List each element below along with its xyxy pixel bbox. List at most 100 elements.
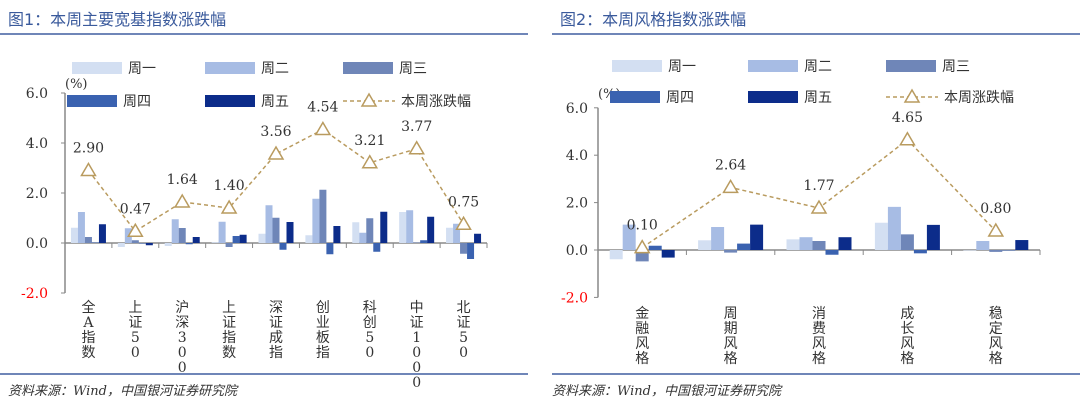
chart2-line-point: [722, 178, 739, 194]
chart2-bar-周一: [874, 222, 888, 250]
chart1-bar-周四: [420, 240, 428, 243]
chart2-y-tick-label: 2.0: [566, 196, 588, 212]
chart1-category-label: 3: [178, 330, 187, 346]
chart1-weekly-change-line: [87, 128, 465, 233]
chart1-title-rule: [0, 33, 528, 35]
chart2-legend-label: 周五: [804, 90, 832, 106]
chart1-bar-周三: [366, 218, 374, 243]
chart2-legend-swatch-周二: [748, 60, 798, 72]
chart1-line-point: [173, 193, 191, 208]
chart2-bar-周二: [622, 224, 636, 250]
chart1-category-label: 0: [365, 345, 374, 361]
chart2-category-label: 风: [900, 336, 914, 352]
chart1-y-tick-label: 4.0: [26, 136, 48, 152]
chart1-bar-周五: [474, 233, 482, 243]
chart1-category-label: 0: [412, 345, 421, 361]
chart1-bar-周一: [211, 242, 219, 243]
chart2-bar-周一: [963, 250, 977, 251]
chart2-category-label: 金: [635, 306, 649, 322]
chart2-category-label: 格: [724, 351, 738, 367]
chart1-category-label: 数: [81, 345, 95, 361]
chart1-bar-周四: [279, 243, 287, 250]
chart1-data-label: 3.56: [260, 124, 291, 140]
chart1-category-label: 证: [222, 315, 236, 331]
chart1-bar-周一: [70, 227, 78, 243]
chart1-source: 资料来源：Wind，中国银河证券研究院: [8, 384, 237, 399]
chart2-bar-周五: [926, 224, 940, 250]
chart1-bar-周三: [272, 217, 280, 243]
chart1-bar-周一: [258, 233, 266, 243]
chart1-category-label: 科: [363, 300, 377, 316]
chart1-data-label: 1.64: [167, 172, 198, 188]
chart1-category-label: 指: [269, 345, 283, 361]
chart1-data-label: 0.75: [448, 194, 479, 210]
chart1-legend-label: 周三: [399, 61, 427, 77]
chart1-legend-label: 本周涨跌幅: [401, 94, 471, 110]
chart1-category-label: 证: [457, 315, 471, 331]
chart2-category-label: 格: [989, 351, 1003, 367]
chart1-legend-swatch-周二: [205, 62, 255, 74]
chart1-category-label: 沪: [175, 300, 189, 316]
chart2-bar-周一: [609, 250, 623, 260]
chart1-bar-周五: [286, 222, 294, 243]
chart1-y-tick-label: 6.0: [26, 86, 48, 102]
chart2-bar-周四: [913, 250, 927, 254]
chart2-category-label: 稳: [989, 306, 1003, 322]
chart1-category-label: 数: [222, 345, 236, 361]
chart1-category-label: 板: [316, 330, 330, 346]
chart1-category-label: 证: [128, 315, 142, 331]
chart2-legend-label: 本周涨跌幅: [944, 90, 1014, 106]
chart1-category-label: 上: [222, 300, 236, 316]
chart2-category-label: 成: [900, 306, 914, 322]
chart1-line-point: [80, 162, 97, 177]
chart1-bar-周一: [446, 227, 454, 243]
chart2-y-tick-label: 0.0: [566, 243, 588, 259]
chart1-bar-周五: [427, 216, 435, 243]
chart1-legend-label: 周一: [128, 61, 156, 77]
chart2-data-label: 1.77: [803, 178, 834, 194]
chart1-y-tick-label: 2.0: [26, 186, 48, 202]
chart1-bar-周五: [98, 224, 106, 243]
chart1-category-label: 创: [363, 315, 377, 331]
chart2-legend-swatch-周四: [610, 91, 660, 103]
chart2-category-label: 格: [635, 351, 649, 367]
chart2-category-label: 消: [812, 306, 826, 322]
chart1-bar-周四: [91, 242, 99, 243]
chart2-y-tick-label: -2.0: [561, 290, 588, 306]
chart1-bar-周三: [84, 237, 92, 243]
chart1-data-label: 4.54: [307, 100, 338, 116]
chart1-line-point: [408, 140, 425, 155]
chart1-bar-周四: [232, 236, 240, 243]
chart1-bar-周三: [413, 242, 421, 243]
chart2-category-label: 风: [812, 336, 826, 352]
chart1-bar-周四: [185, 243, 193, 245]
chart2-y-tick-label: 4.0: [566, 148, 588, 164]
chart2-legend-label: 周二: [804, 59, 832, 75]
chart2-y-tick-label: 6.0: [566, 101, 588, 117]
chart1-category-label: 深: [269, 300, 283, 316]
chart1-bar-周四: [373, 243, 381, 252]
chart1-category-label: 5: [459, 330, 468, 346]
chart1-bar-周三: [225, 243, 233, 247]
chart2-bar-周二: [799, 237, 813, 250]
chart1-bar-周四: [467, 243, 475, 259]
chart2-bar-周五: [661, 250, 675, 258]
chart2-bar-周四: [648, 245, 662, 250]
chart1-y-tick-label: -2.0: [21, 286, 48, 302]
chart2-category-label: 周: [724, 306, 738, 322]
chart2-legend-triangle-icon: [903, 88, 921, 103]
chart2-legend-label: 周三: [942, 59, 970, 75]
chart2-bar-周三: [724, 250, 738, 253]
chart1-category-label: A: [82, 315, 94, 331]
chart1-category-label: 全: [81, 299, 95, 316]
chart1-footer-rule: [0, 373, 528, 375]
chart1-bar-周五: [380, 211, 388, 243]
chart2-legend-swatch-周五: [748, 91, 798, 103]
chart1-bar-周一: [399, 212, 407, 243]
chart2-bar-周二: [711, 227, 725, 250]
chart1-line-point: [314, 121, 332, 136]
chart1-category-label: 5: [131, 330, 140, 346]
chart2-category-label: 风: [635, 336, 649, 352]
chart1-bar-周三: [460, 243, 468, 254]
